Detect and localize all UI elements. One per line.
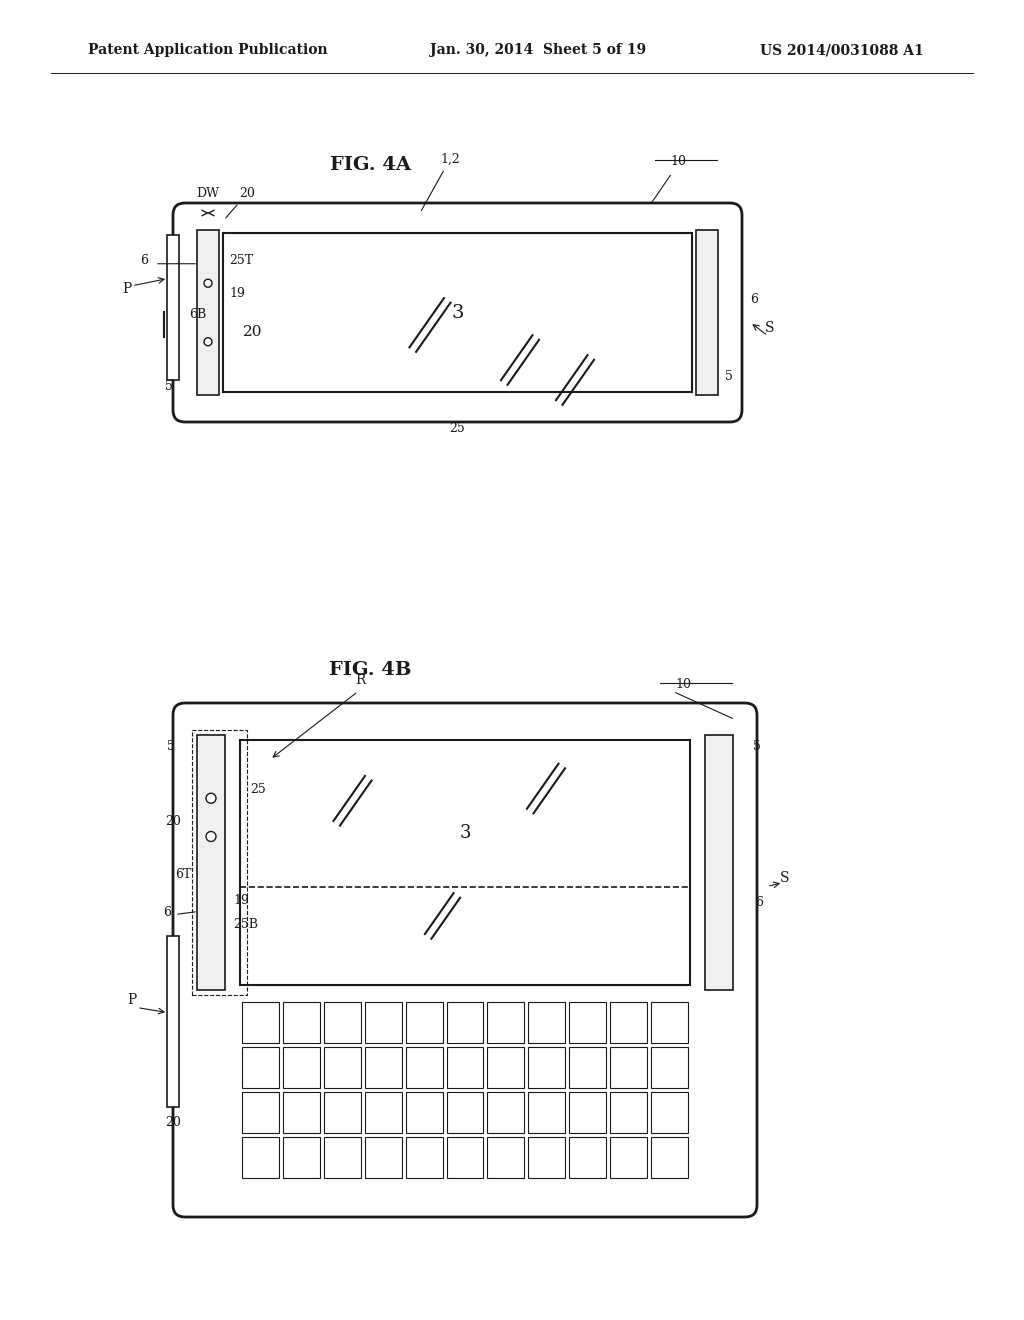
Text: S: S (780, 870, 790, 884)
Bar (365, 1137, 401, 1177)
FancyBboxPatch shape (173, 704, 757, 1217)
Bar (487, 1002, 524, 1043)
Text: 25: 25 (450, 422, 465, 436)
Text: 5: 5 (167, 739, 175, 752)
Bar (610, 1092, 647, 1133)
Bar (651, 1002, 688, 1043)
Text: FIG. 4B: FIG. 4B (329, 661, 412, 678)
Text: P: P (127, 993, 136, 1007)
Text: 19: 19 (233, 895, 249, 908)
Bar (610, 1002, 647, 1043)
Text: 6T: 6T (175, 869, 191, 882)
Bar (365, 1092, 401, 1133)
Text: 25: 25 (250, 783, 266, 796)
Bar (193, 730, 247, 994)
Text: S: S (765, 321, 774, 335)
Text: 5: 5 (725, 370, 733, 383)
Bar (242, 1092, 279, 1133)
Bar (696, 230, 718, 395)
Bar (610, 1137, 647, 1177)
Bar (446, 1137, 483, 1177)
Text: 10: 10 (670, 154, 686, 168)
Bar (242, 1047, 279, 1088)
Bar (528, 1092, 565, 1133)
Bar (283, 1092, 319, 1133)
Text: P: P (122, 282, 131, 296)
Bar (705, 734, 733, 990)
Text: 25B: 25B (233, 919, 258, 932)
Bar (406, 1092, 442, 1133)
Bar (487, 1092, 524, 1133)
Bar (242, 1002, 279, 1043)
Bar (569, 1092, 606, 1133)
Bar (446, 1092, 483, 1133)
Text: Jan. 30, 2014  Sheet 5 of 19: Jan. 30, 2014 Sheet 5 of 19 (430, 44, 646, 57)
Text: 5: 5 (165, 380, 173, 393)
Bar (324, 1137, 360, 1177)
Text: 5: 5 (753, 739, 761, 752)
Bar (223, 234, 692, 392)
Bar (365, 1047, 401, 1088)
Bar (651, 1047, 688, 1088)
Circle shape (206, 793, 216, 804)
Text: 6B: 6B (189, 309, 206, 321)
Bar (240, 739, 690, 985)
Bar (406, 1002, 442, 1043)
Bar (406, 1137, 442, 1177)
Text: 1,2: 1,2 (421, 153, 460, 211)
Bar (283, 1137, 319, 1177)
Bar (283, 1047, 319, 1088)
Bar (406, 1047, 442, 1088)
Bar (446, 1047, 483, 1088)
Bar (167, 235, 179, 380)
Text: 6: 6 (755, 896, 763, 909)
Circle shape (204, 338, 212, 346)
Bar (197, 230, 219, 395)
Bar (365, 1002, 401, 1043)
Bar (569, 1047, 606, 1088)
Bar (528, 1002, 565, 1043)
Bar (651, 1137, 688, 1177)
Bar (446, 1002, 483, 1043)
Circle shape (204, 280, 212, 288)
Bar (651, 1092, 688, 1133)
Bar (487, 1047, 524, 1088)
Bar (324, 1002, 360, 1043)
Bar (324, 1092, 360, 1133)
Text: US 2014/0031088 A1: US 2014/0031088 A1 (760, 44, 924, 57)
Text: 20: 20 (165, 816, 181, 828)
Bar (242, 1137, 279, 1177)
Text: 20: 20 (243, 325, 262, 339)
Text: DW: DW (197, 187, 219, 201)
Bar (324, 1047, 360, 1088)
FancyBboxPatch shape (173, 203, 742, 422)
Text: 6: 6 (140, 253, 148, 267)
Text: 19: 19 (229, 286, 245, 300)
Text: FIG. 4A: FIG. 4A (330, 156, 411, 174)
Bar (167, 936, 179, 1107)
Text: 25T: 25T (229, 253, 253, 267)
Bar (569, 1137, 606, 1177)
Text: 20: 20 (226, 187, 255, 218)
Bar (610, 1047, 647, 1088)
Bar (569, 1002, 606, 1043)
Text: 20: 20 (165, 1115, 181, 1129)
Bar (528, 1137, 565, 1177)
Bar (197, 734, 225, 990)
Bar (528, 1047, 565, 1088)
Text: 3: 3 (452, 304, 464, 322)
Text: 10: 10 (675, 677, 691, 690)
Text: 6: 6 (750, 293, 758, 306)
Text: 6: 6 (163, 907, 171, 920)
Text: R: R (355, 673, 366, 688)
Circle shape (206, 832, 216, 842)
Text: Patent Application Publication: Patent Application Publication (88, 44, 328, 57)
Bar (283, 1002, 319, 1043)
Bar (487, 1137, 524, 1177)
Text: 3: 3 (459, 824, 471, 842)
